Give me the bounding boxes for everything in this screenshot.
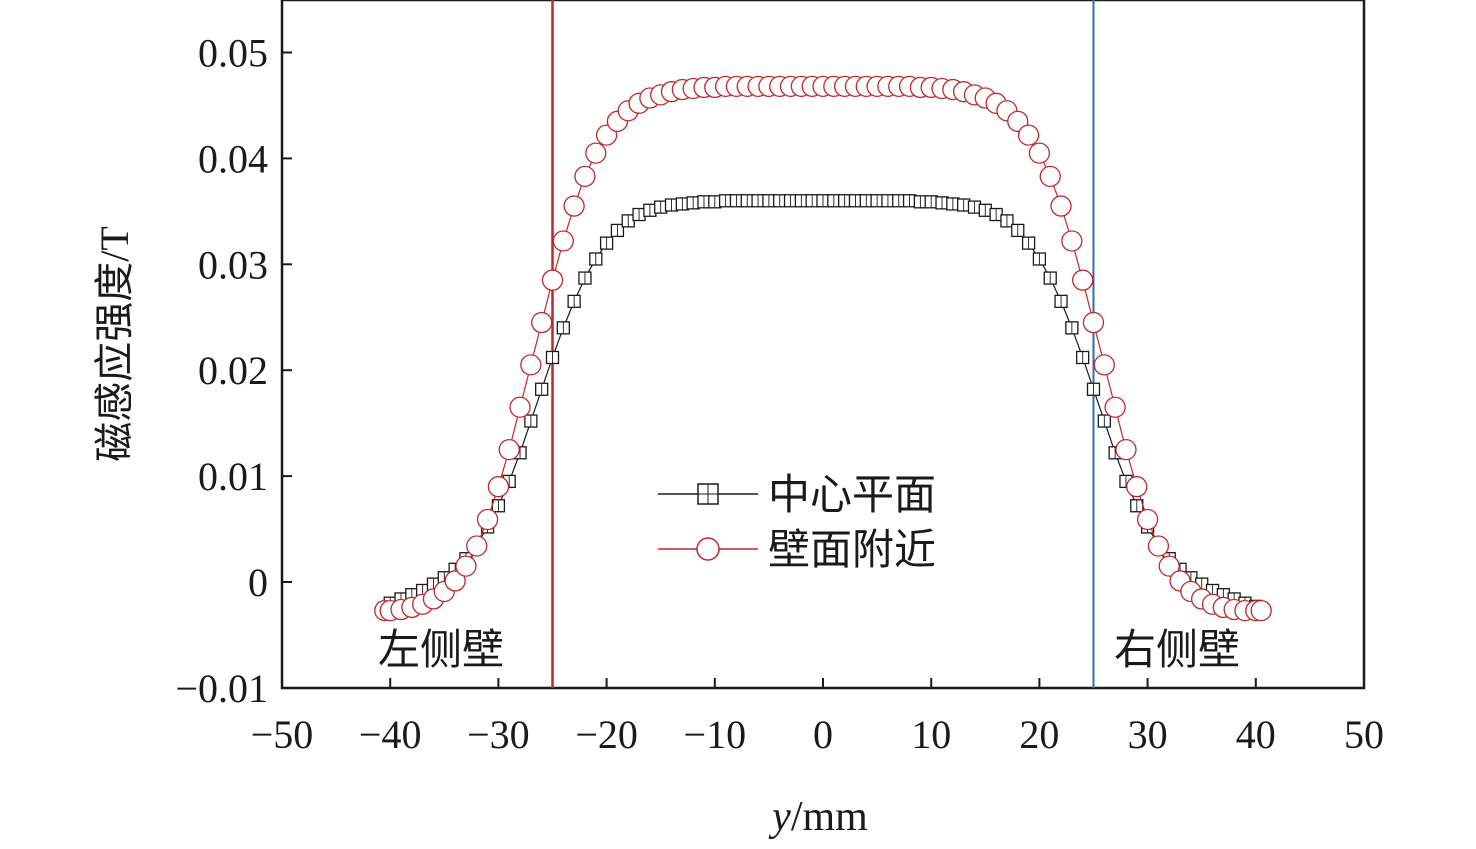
data-point-circle — [498, 438, 520, 461]
data-point-circle — [1158, 555, 1180, 577]
data-point-circle — [1104, 396, 1126, 418]
data-point-circle — [574, 165, 596, 188]
data-point-circle — [552, 230, 574, 252]
data-point-circle — [444, 570, 466, 592]
x-tick-label: 30 — [1128, 712, 1168, 757]
data-point-circle — [1082, 311, 1105, 334]
data-point-circle — [1061, 230, 1083, 252]
x-tick-label: 40 — [1236, 712, 1276, 757]
y-axis-label: 磁感应强度/T — [92, 226, 137, 462]
data-point-circle — [487, 476, 510, 498]
legend-label-near-wall: 壁面附近 — [768, 528, 936, 574]
x-tick-label: 0 — [813, 712, 833, 757]
data-point-circle — [541, 269, 564, 291]
y-tick-label: 0.04 — [198, 136, 268, 181]
data-point-circle — [1050, 195, 1072, 217]
data-point-circle — [1126, 476, 1148, 498]
y-tick-label: −0.01 — [175, 666, 268, 711]
data-point-circle — [509, 396, 531, 418]
x-tick-label: 50 — [1344, 712, 1384, 757]
x-axis-label: y/mm — [768, 794, 868, 840]
data-point-circle — [1028, 142, 1051, 164]
x-tick-label: −30 — [467, 712, 530, 757]
data-point-circle — [1072, 269, 1094, 291]
x-tick-label: 10 — [911, 712, 951, 757]
data-point-circle — [1147, 535, 1170, 557]
x-tick-label: −20 — [575, 712, 638, 757]
y-tick-label: 0.05 — [198, 31, 268, 76]
data-point-circle — [476, 508, 499, 531]
y-tick-label: 0 — [248, 560, 268, 605]
x-tick-label: 20 — [1019, 712, 1059, 757]
data-point-circle — [455, 555, 477, 577]
data-point-circle — [1017, 124, 1040, 146]
data-point-circle — [531, 311, 553, 334]
legend-marker-circle — [696, 537, 720, 561]
data-point-circle — [520, 354, 542, 376]
y-tick-label: 0.02 — [198, 348, 268, 393]
x-axis-label-unit: /mm — [791, 794, 868, 840]
data-point-circle — [1093, 354, 1115, 376]
y-tick-label: 0.01 — [198, 454, 268, 499]
series-near-wall — [374, 75, 1272, 622]
data-point-circle — [466, 535, 488, 557]
data-point-circle — [1115, 438, 1137, 461]
legend: 中心平面 壁面附近 — [658, 473, 936, 574]
x-axis-label-var: y — [768, 794, 791, 840]
annotation-left-wall: 左侧壁 — [378, 628, 504, 674]
y-tick-label: 0.03 — [198, 242, 268, 287]
data-point-circle — [1250, 599, 1272, 622]
annotation-right-wall: 右侧壁 — [1114, 628, 1240, 674]
x-tick-label: −40 — [359, 712, 422, 757]
y-axis: −0.01 0 0.01 0.02 0.03 0.04 0.05 — [175, 31, 292, 711]
data-point-circle — [563, 195, 585, 217]
x-axis: −50 −40 −30 −20 −10 0 10 20 30 40 50 — [251, 678, 1384, 757]
data-point-circle — [585, 142, 607, 164]
x-tick-label: −10 — [684, 712, 747, 757]
x-tick-label: −50 — [251, 712, 314, 757]
data-point-circle — [1136, 508, 1159, 531]
data-point-circle — [1039, 165, 1061, 188]
legend-label-center-plane: 中心平面 — [768, 473, 936, 519]
